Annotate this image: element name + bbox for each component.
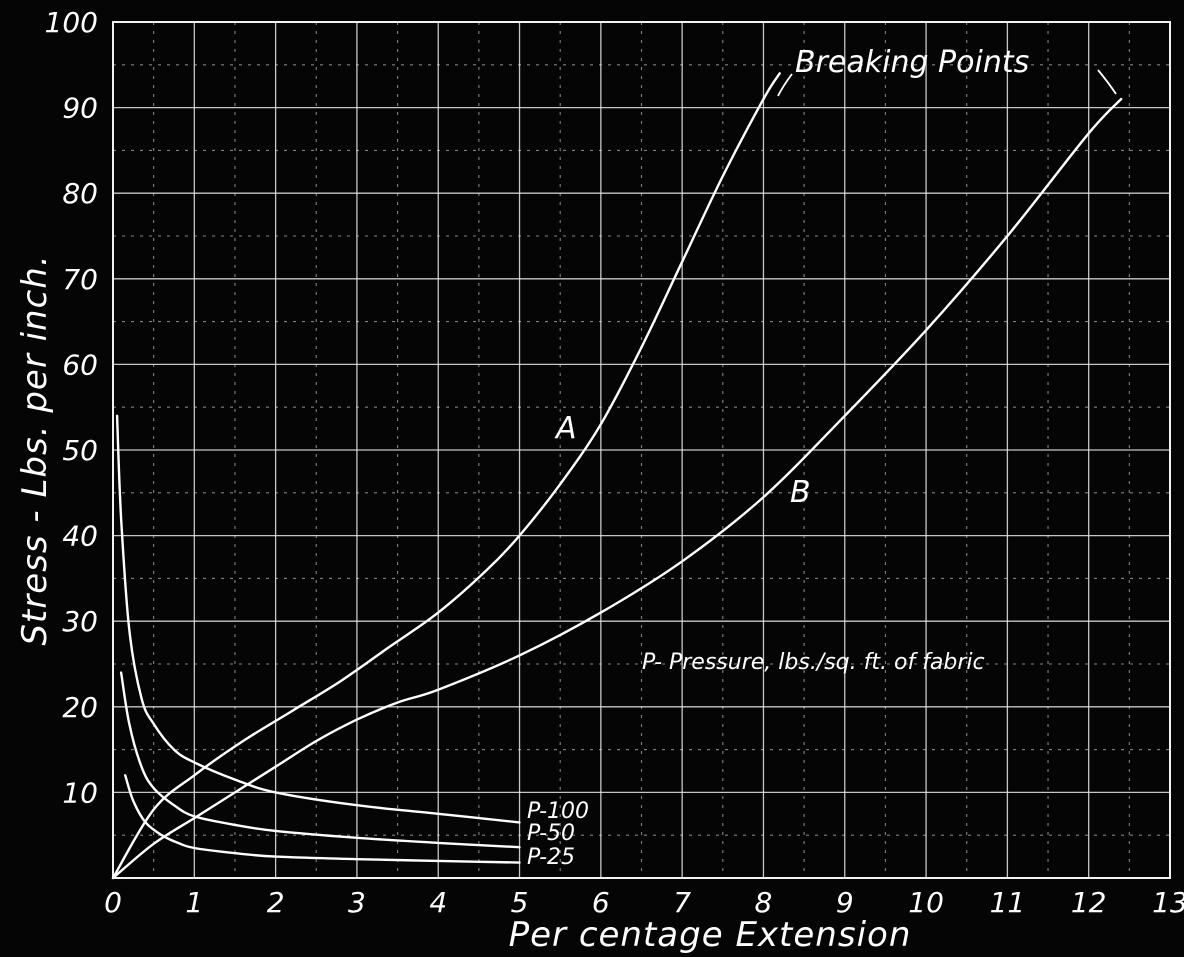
x-tick-label: 3 <box>348 886 366 919</box>
y-tick-label: 90 <box>62 92 98 125</box>
x-tick-label: 12 <box>1071 886 1107 919</box>
x-tick-label: 8 <box>755 886 773 919</box>
x-tick-label: 7 <box>673 886 691 919</box>
curve-a <box>111 72 781 880</box>
y-tick-label: 20 <box>62 691 98 724</box>
y-tick-label: 40 <box>62 520 98 553</box>
plot-frame <box>112 21 1171 879</box>
x-tick-label: 5 <box>511 886 529 919</box>
curve-b <box>111 97 1123 880</box>
y-tick-label: 80 <box>62 177 98 210</box>
p25-label: P-25 <box>527 845 575 870</box>
breaking-point-pointer-a <box>777 73 793 97</box>
y-tick-label: 10 <box>62 776 98 809</box>
curves <box>111 72 1123 880</box>
curve-p50 <box>119 671 521 849</box>
y-tick-label: 100 <box>45 6 98 39</box>
curve-p25 <box>124 774 521 864</box>
curve-a-label: A <box>554 411 577 446</box>
x-axis-title: Per centage Extension <box>509 915 912 955</box>
breaking-points-label: Breaking Points <box>795 45 1029 80</box>
grid <box>112 21 1171 879</box>
x-tick-label: 6 <box>592 886 610 919</box>
curve-p100 <box>115 414 521 824</box>
p100-label: P-100 <box>527 799 589 824</box>
y-tick-label: 50 <box>62 434 98 467</box>
tick-labels: 012345678910111213102030405060708090100 <box>45 6 1184 919</box>
x-tick-label: 11 <box>990 886 1026 919</box>
x-tick-label: 10 <box>908 886 944 919</box>
pressure-note: P- Pressure, lbs./sq. ft. of fabric <box>642 650 985 675</box>
x-tick-label: 4 <box>429 886 447 919</box>
curve-b-label: B <box>790 475 811 510</box>
x-tick-label: 1 <box>185 886 203 919</box>
y-tick-label: 60 <box>62 348 98 381</box>
y-tick-label: 30 <box>62 605 98 638</box>
y-axis-title: Stress - Lbs. per inch. <box>15 254 55 645</box>
p50-label: P-50 <box>527 821 575 846</box>
x-tick-label: 2 <box>267 886 285 919</box>
breaking-point-pointer-b <box>1097 69 1117 95</box>
x-tick-label: 9 <box>836 886 854 919</box>
x-tick-label: 0 <box>104 886 122 919</box>
x-tick-label: 13 <box>1152 886 1184 919</box>
y-tick-label: 70 <box>62 263 98 296</box>
